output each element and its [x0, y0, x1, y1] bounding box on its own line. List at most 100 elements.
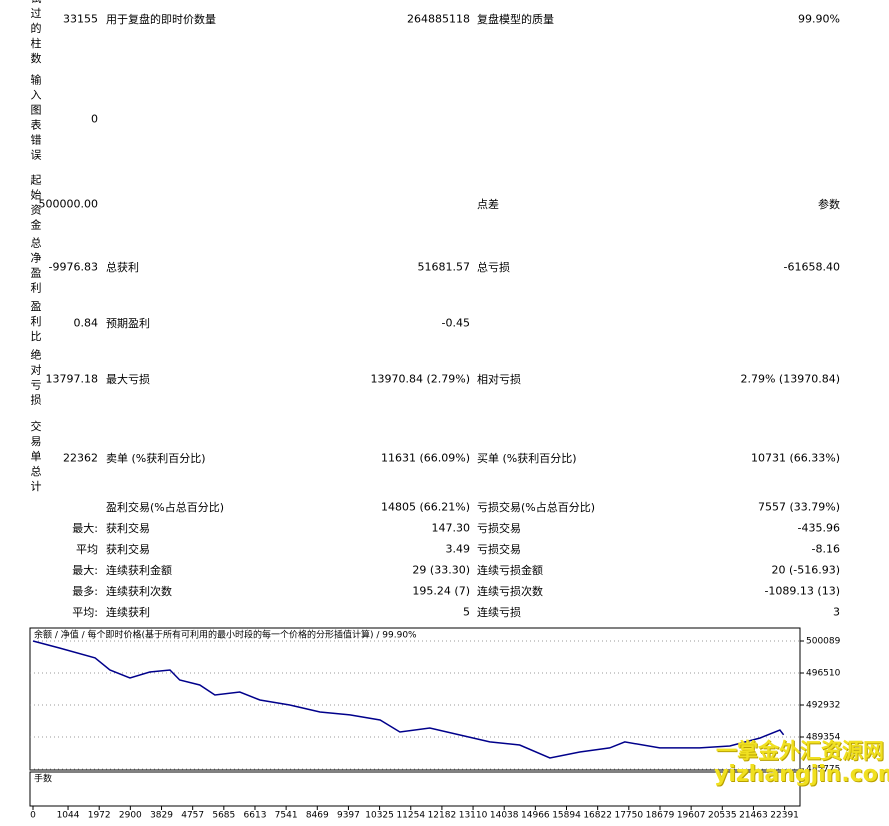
field-value: -8.16	[811, 542, 840, 556]
field-name: 连续亏损	[477, 606, 521, 619]
y-tick-label: 500089	[806, 637, 841, 647]
x-tick-label: 18679	[646, 811, 675, 821]
field-name: 预期盈利	[106, 317, 150, 330]
y-tick-label: 485775	[806, 764, 840, 774]
row-value: 最多:	[72, 585, 98, 598]
x-tick-label: 14966	[521, 811, 550, 821]
x-tick-label: 5685	[212, 811, 235, 821]
field-value: 5	[463, 605, 470, 619]
row-value: 13797.18	[45, 372, 99, 386]
x-tick-label: 12182	[428, 811, 457, 821]
volume-label: 手数	[34, 773, 52, 785]
field-name: 最大亏损	[106, 373, 150, 386]
row-value: 500000.00	[38, 197, 99, 211]
x-tick-label: 16822	[583, 811, 612, 821]
chart-title: 余额 / 净值 / 每个即时价格(基于所有可利用的最小时段的每一个价格的分形插值…	[34, 629, 417, 641]
field-value: 264885118	[407, 12, 470, 26]
field-name: 获利交易	[106, 543, 150, 556]
field-name: 亏损交易	[477, 522, 521, 535]
row-value: 平均:	[72, 606, 98, 619]
x-tick-label: 7541	[275, 811, 298, 821]
row-value: -9976.83	[48, 260, 98, 274]
field-name: 连续获利金额	[106, 564, 172, 577]
x-tick-label: 0	[30, 811, 36, 821]
field-value: 13970.84 (2.79%)	[370, 372, 470, 386]
row-label: 交易单总计	[29, 420, 42, 496]
field-value: 3	[833, 605, 840, 619]
field-value: 99.90%	[798, 12, 840, 26]
field-value: 20 (-516.93)	[771, 563, 840, 577]
row-value: 22362	[63, 451, 98, 465]
x-tick-label: 21463	[739, 811, 768, 821]
y-tick-label: 496510	[806, 669, 841, 679]
row-label: 输入图表错误	[29, 74, 42, 164]
field-name: 卖单 (%获利百分比)	[106, 452, 206, 465]
row-value: 33155	[63, 12, 98, 26]
row-label: 绝对亏损	[29, 349, 42, 409]
field-name: 相对亏损	[477, 373, 521, 386]
field-name: 连续亏损次数	[477, 585, 543, 598]
field-name: 复盘模型的质量	[477, 13, 554, 26]
x-tick-label: 9397	[337, 811, 360, 821]
row-value: 最大:	[72, 564, 98, 577]
row-value: 最大:	[72, 522, 98, 535]
x-tick-label: 19607	[677, 811, 706, 821]
field-value: 参数	[818, 198, 840, 211]
field-value: 2.79% (13970.84)	[740, 372, 840, 386]
row-label: 试过的柱数	[29, 0, 42, 68]
x-tick-label: 20535	[708, 811, 737, 821]
watermark-title: 一掌金外汇资源网	[716, 739, 884, 763]
x-tick-label: 2900	[119, 811, 142, 821]
y-tick-label: 492932	[806, 701, 840, 711]
field-name: 连续亏损金额	[477, 564, 543, 577]
x-tick-label: 3829	[150, 811, 173, 821]
x-tick-label: 6613	[244, 811, 267, 821]
field-value: 14805 (66.21%)	[380, 500, 470, 514]
x-tick-label: 14038	[490, 811, 519, 821]
x-tick-label: 1972	[88, 811, 111, 821]
x-tick-label: 4757	[181, 811, 204, 821]
y-tick-label: 489354	[806, 732, 841, 742]
x-tick-label: 22391	[770, 811, 799, 821]
balance-line	[32, 640, 785, 759]
field-name: 买单 (%获利百分比)	[477, 452, 577, 465]
x-tick-label: 15894	[552, 811, 581, 821]
chart-frame	[29, 627, 801, 771]
field-value: 51681.57	[417, 260, 471, 274]
x-tick-label: 11254	[396, 811, 425, 821]
field-name: 亏损交易	[477, 543, 521, 556]
field-name: 盈利交易(%占总百分比)	[106, 501, 225, 514]
watermark-site: yizhangjin.com	[714, 762, 889, 787]
x-tick-label: 17750	[614, 811, 643, 821]
volume-frame	[29, 771, 801, 807]
field-value: 3.49	[445, 542, 471, 556]
field-value: -0.45	[441, 316, 470, 330]
row-label: 盈利比	[29, 300, 42, 346]
field-name: 点差	[477, 198, 499, 211]
field-name: 连续获利	[106, 606, 150, 619]
field-name: 用于复盘的即时价数量	[106, 13, 216, 26]
x-tick-label: 8469	[306, 811, 329, 821]
field-value: 147.30	[431, 521, 471, 535]
field-name: 亏损交易(%占总百分比)	[477, 501, 596, 514]
field-value: 29 (33.30)	[412, 563, 470, 577]
row-value: 平均	[76, 543, 98, 556]
x-tick-label: 10325	[365, 811, 394, 821]
field-name: 总亏损	[477, 261, 510, 274]
x-tick-label: 13110	[459, 811, 488, 821]
field-value: -61658.40	[783, 260, 840, 274]
field-value: -1089.13 (13)	[764, 584, 840, 598]
field-name: 获利交易	[106, 522, 150, 535]
field-value: 195.24 (7)	[412, 584, 470, 598]
x-tick-label: 1044	[57, 811, 80, 821]
row-label: 总净盈利	[29, 237, 42, 297]
field-name: 连续获利次数	[106, 585, 172, 598]
row-value: 0	[91, 112, 98, 126]
field-value: -435.96	[797, 521, 840, 535]
field-name: 总获利	[106, 261, 139, 274]
row-label: 起始资金	[29, 174, 42, 234]
row-value: 0.84	[73, 316, 99, 330]
field-value: 7557 (33.79%)	[757, 500, 840, 514]
